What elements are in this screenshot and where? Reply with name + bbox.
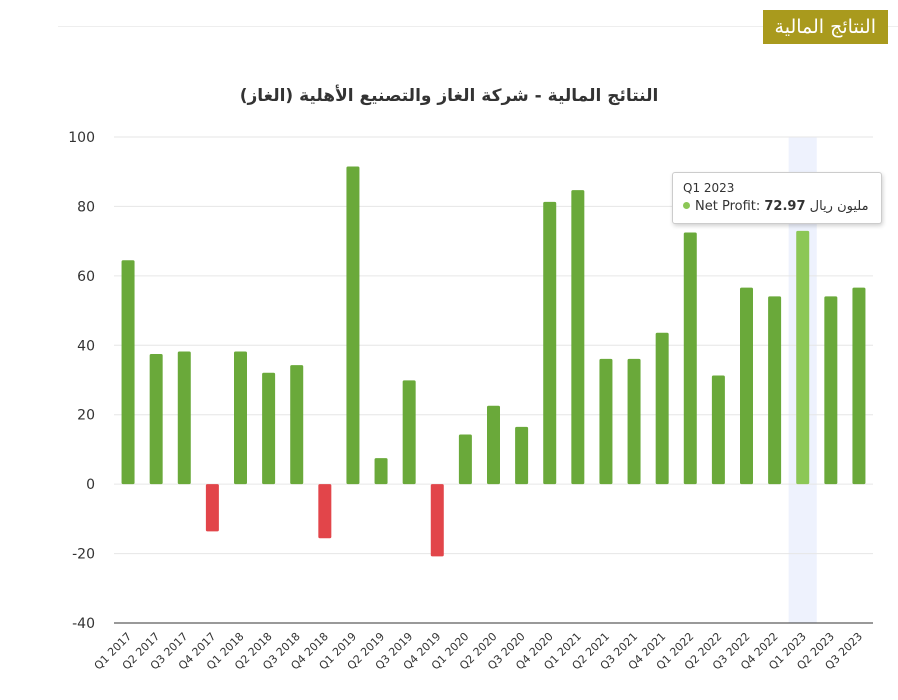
- bar: [599, 358, 613, 485]
- bar: [290, 365, 304, 485]
- section-badge: النتائج المالية: [762, 10, 888, 44]
- tooltip-category: Q1 2023: [683, 181, 735, 195]
- bar: [543, 201, 557, 485]
- bar: [121, 260, 135, 485]
- bar: [149, 353, 163, 485]
- bar: [234, 351, 247, 485]
- bar: [683, 232, 697, 485]
- bar: [487, 405, 500, 485]
- top-rule: [58, 26, 898, 27]
- bar: [458, 434, 472, 485]
- bar: [177, 351, 191, 485]
- y-tick-label: 0: [86, 477, 95, 493]
- tooltip-series-label: Net Profit:: [695, 199, 761, 214]
- bar: [318, 484, 332, 539]
- y-tick-label: -40: [72, 616, 95, 632]
- bar: [655, 332, 669, 485]
- y-tick-label: -20: [72, 547, 95, 563]
- chart-title: النتائج المالية - شركة الغاز والتصنيع ال…: [239, 86, 659, 106]
- bar: [711, 375, 725, 485]
- bar: [740, 287, 753, 485]
- bar: [262, 372, 276, 485]
- bar: [515, 426, 529, 485]
- y-tick-label: 100: [68, 130, 95, 146]
- bar: [346, 166, 360, 485]
- bar: [430, 484, 444, 557]
- y-tick-label: 60: [77, 269, 95, 285]
- bar: [627, 358, 641, 485]
- y-tick-label: 20: [77, 408, 95, 424]
- y-tick-label: 80: [77, 199, 95, 215]
- bar: [374, 458, 388, 485]
- y-tick-label: 40: [77, 338, 95, 354]
- bar: [852, 287, 866, 485]
- tooltip-value: 72.97: [764, 199, 806, 214]
- bar: [205, 484, 219, 532]
- tooltip-series-dot: [683, 202, 690, 209]
- bar: [402, 380, 416, 485]
- bar: [768, 296, 782, 485]
- bar: [796, 230, 810, 485]
- chart-tooltip: Q1 2023 Net Profit: 72.97 مليون ريال: [672, 172, 882, 224]
- bar: [571, 190, 585, 485]
- bar: [824, 296, 838, 485]
- tooltip-unit: مليون ريال: [809, 199, 869, 214]
